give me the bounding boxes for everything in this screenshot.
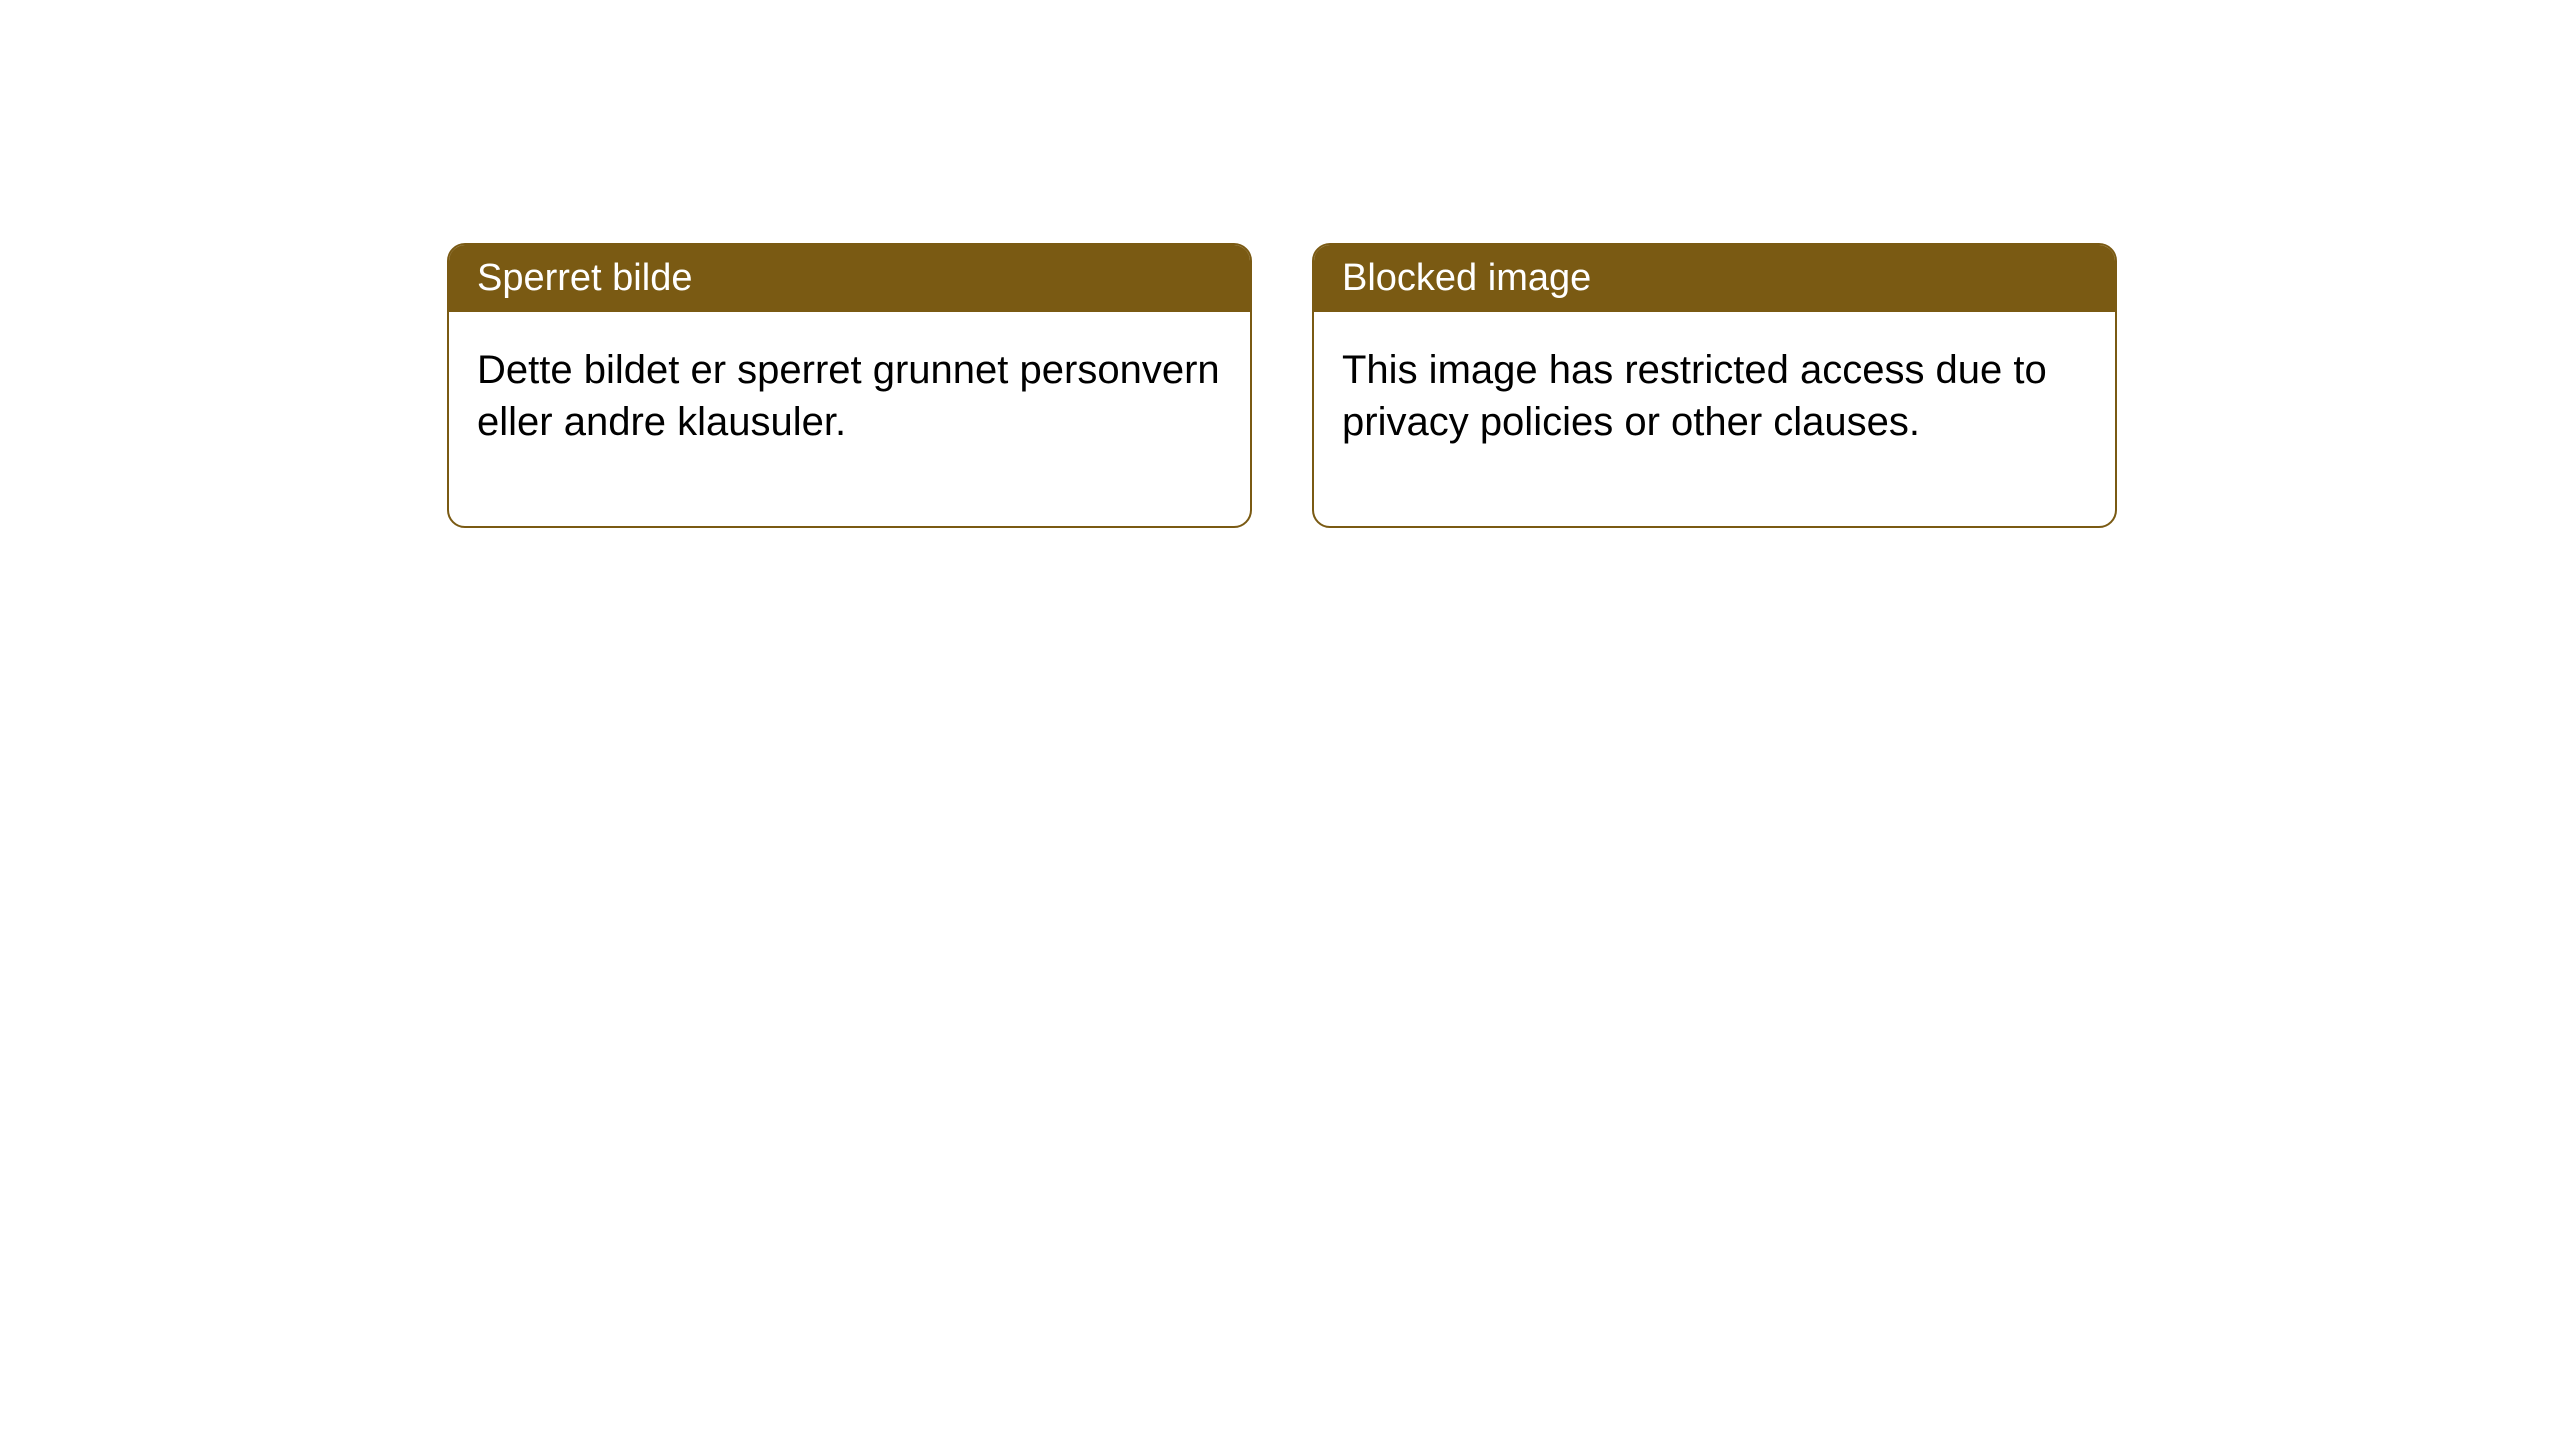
notice-header: Sperret bilde [449,245,1250,312]
notice-header: Blocked image [1314,245,2115,312]
notices-container: Sperret bilde Dette bildet er sperret gr… [447,243,2117,528]
notice-box-english: Blocked image This image has restricted … [1312,243,2117,528]
notice-body: This image has restricted access due to … [1314,312,2115,526]
notice-body: Dette bildet er sperret grunnet personve… [449,312,1250,526]
notice-box-norwegian: Sperret bilde Dette bildet er sperret gr… [447,243,1252,528]
